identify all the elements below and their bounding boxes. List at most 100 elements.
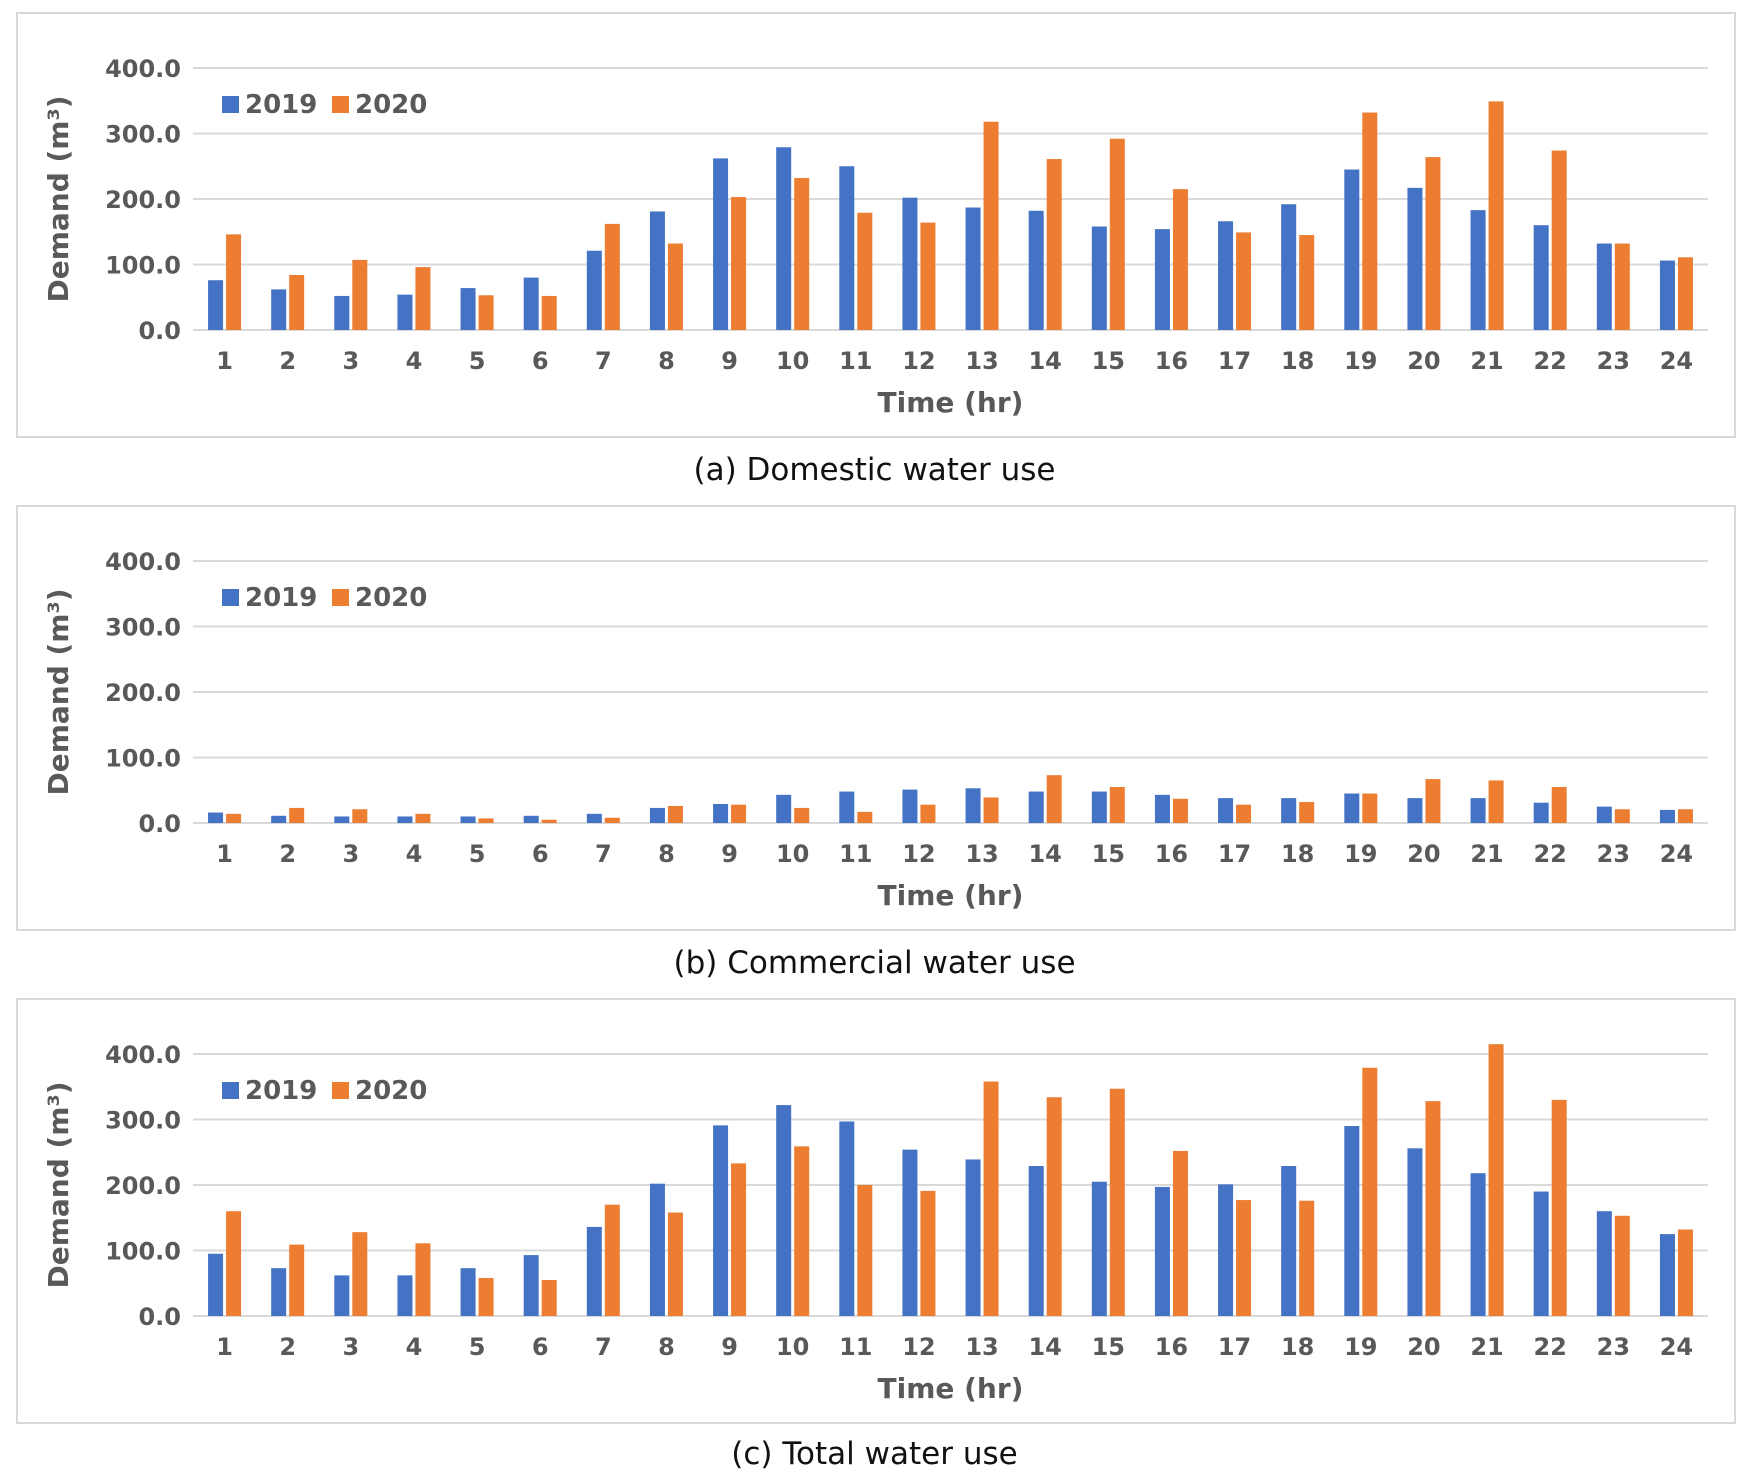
bar-2019-hour-19	[1344, 1126, 1360, 1316]
bar-2019-hour-21	[1470, 798, 1486, 823]
y-tick-label: 200.0	[105, 679, 181, 707]
bar-2020-hour-1	[226, 1211, 242, 1316]
legend-label-2020: 2020	[355, 90, 427, 120]
x-tick-label: 17	[1218, 1333, 1251, 1361]
bar-2019-hour-20	[1407, 187, 1423, 330]
bar-2019-hour-17	[1218, 798, 1234, 823]
bar-2019-hour-15	[1091, 791, 1107, 823]
bar-2020-hour-9	[731, 1163, 747, 1316]
x-tick-label: 22	[1533, 347, 1566, 375]
bar-2020-hour-14	[1046, 159, 1062, 330]
bar-2020-hour-16	[1172, 798, 1188, 823]
x-tick-label: 14	[1028, 840, 1061, 868]
x-tick-label: 12	[902, 840, 935, 868]
legend-swatch-2020	[332, 1082, 349, 1099]
x-axis-title: Time (hr)	[878, 1372, 1024, 1405]
bar-2020-hour-19	[1362, 793, 1378, 823]
bar-2019-hour-13	[965, 207, 981, 330]
bar-2019-hour-16	[1154, 229, 1170, 330]
commercial-chart-caption: (b) Commercial water use	[673, 945, 1076, 981]
bar-2020-hour-3	[352, 1232, 368, 1316]
x-tick-label: 4	[406, 347, 423, 375]
y-axis-title: Demand (m³)	[42, 95, 75, 302]
x-tick-label: 5	[469, 840, 486, 868]
domestic-chart-caption: (a) Domestic water use	[693, 452, 1056, 488]
bar-2019-hour-2	[271, 1268, 287, 1316]
bar-2020-hour-20	[1425, 157, 1441, 330]
bar-2019-hour-10	[776, 1105, 792, 1316]
bar-2020-hour-3	[352, 809, 368, 823]
x-tick-label: 9	[721, 1333, 738, 1361]
x-tick-label: 11	[839, 347, 872, 375]
bar-2020-hour-19	[1362, 112, 1378, 330]
bar-2019-hour-17	[1218, 1184, 1234, 1316]
bar-2020-hour-1	[226, 234, 242, 330]
bar-2020-hour-12	[920, 222, 936, 330]
bar-2020-hour-6	[541, 819, 557, 823]
bar-2020-hour-2	[289, 807, 305, 823]
bar-2020-hour-14	[1046, 775, 1062, 823]
bar-2020-hour-6	[541, 1279, 557, 1316]
bar-2019-hour-1	[208, 1253, 224, 1316]
bar-2020-hour-11	[857, 1185, 873, 1316]
legend-swatch-2019	[222, 589, 239, 606]
bar-2019-hour-14	[1028, 210, 1044, 330]
y-tick-label: 100.0	[105, 1238, 181, 1266]
x-tick-label: 8	[658, 347, 675, 375]
bar-2019-hour-16	[1154, 1186, 1170, 1316]
x-tick-label: 24	[1660, 840, 1693, 868]
bar-2020-hour-11	[857, 811, 873, 823]
x-tick-label: 7	[595, 1333, 612, 1361]
bar-2020-hour-9	[731, 804, 747, 823]
bar-2019-hour-6	[523, 277, 539, 330]
bar-2020-hour-13	[983, 1081, 999, 1316]
bar-2020-hour-23	[1614, 243, 1630, 330]
bar-2020-hour-18	[1299, 802, 1315, 823]
x-tick-label: 14	[1028, 1333, 1061, 1361]
legend-label-2020: 2020	[355, 1076, 427, 1106]
bar-2019-hour-5	[460, 288, 476, 330]
bar-2020-hour-12	[920, 804, 936, 823]
bar-2019-hour-4	[397, 816, 413, 823]
x-tick-label: 7	[595, 840, 612, 868]
bar-2019-hour-13	[965, 788, 981, 823]
bar-2020-hour-5	[478, 818, 494, 823]
commercial-chart-panel: 0.0 100.0 200.0 300.0 400.0 1 2 3 4 5 6 7 8 9 10 11 12 13…	[16, 505, 1736, 931]
bar-2020-hour-20	[1425, 1101, 1441, 1316]
x-tick-label: 5	[469, 347, 486, 375]
bar-2019-hour-3	[334, 1275, 350, 1316]
bar-2019-hour-11	[839, 1121, 855, 1316]
bar-2019-hour-2	[271, 815, 287, 823]
bar-2019-hour-21	[1470, 210, 1486, 330]
x-tick-label: 15	[1092, 840, 1125, 868]
x-tick-label: 16	[1155, 1333, 1188, 1361]
bar-2019-hour-22	[1533, 225, 1549, 330]
bar-2020-hour-22	[1551, 786, 1567, 823]
x-tick-label: 3	[342, 347, 359, 375]
x-tick-label: 2	[279, 347, 296, 375]
x-tick-label: 14	[1028, 347, 1061, 375]
bar-2019-hour-12	[902, 789, 918, 823]
bar-2020-hour-18	[1299, 1200, 1315, 1316]
bar-2019-hour-16	[1154, 794, 1170, 823]
bar-2019-hour-3	[334, 816, 350, 823]
bar-2019-hour-18	[1281, 1166, 1297, 1316]
x-tick-label: 4	[406, 1333, 423, 1361]
legend-swatch-2020	[332, 96, 349, 113]
bar-2020-hour-7	[604, 223, 620, 330]
bar-2019-hour-22	[1533, 1191, 1549, 1316]
x-tick-label: 13	[965, 1333, 998, 1361]
x-tick-label: 2	[279, 840, 296, 868]
x-tick-label: 17	[1218, 840, 1251, 868]
x-tick-label: 10	[776, 347, 809, 375]
x-tick-label: 12	[902, 1333, 935, 1361]
y-tick-label: 300.0	[105, 121, 181, 149]
bar-2019-hour-23	[1596, 806, 1612, 823]
total-chart-caption: (c) Total water use	[731, 1436, 1018, 1472]
bar-2020-hour-8	[667, 243, 683, 330]
bar-2019-hour-17	[1218, 221, 1234, 330]
x-tick-label: 6	[532, 1333, 549, 1361]
bar-2019-hour-6	[523, 815, 539, 823]
